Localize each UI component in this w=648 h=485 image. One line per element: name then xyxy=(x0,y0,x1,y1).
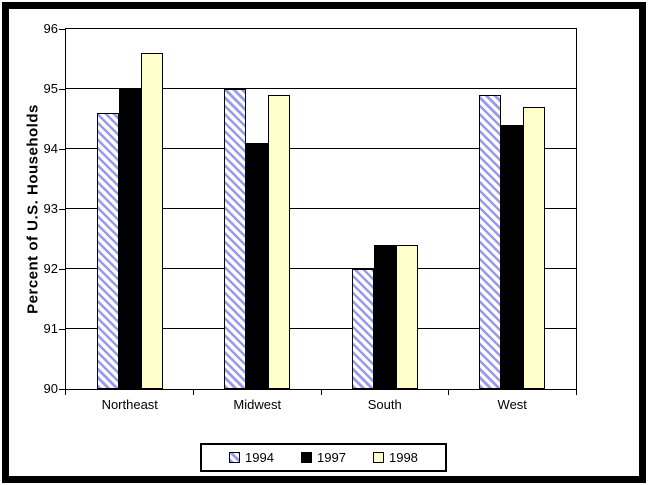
bar-south-1997 xyxy=(373,245,396,389)
x-axis-label-midwest: Midwest xyxy=(233,397,282,412)
legend: 1994 1997 1998 xyxy=(200,443,447,472)
x-axis-label-northeast: Northeast xyxy=(101,397,158,412)
gridline-y-95 xyxy=(66,88,576,89)
legend-swatch-1998 xyxy=(372,452,384,463)
y-tick-label-96: 96 xyxy=(43,21,58,36)
legend-label-1997: 1997 xyxy=(317,450,346,465)
gridline-y-91 xyxy=(66,328,576,329)
y-tick-label-92: 92 xyxy=(43,261,58,276)
gridline-y-93 xyxy=(66,208,576,209)
x-tick-mark xyxy=(448,390,449,395)
x-axis-label-west: West xyxy=(497,397,527,412)
y-tick-mark xyxy=(59,209,65,210)
y-tick-mark xyxy=(59,329,65,330)
y-tick-label-95: 95 xyxy=(43,81,58,96)
legend-swatch-1994 xyxy=(229,452,241,463)
bar-midwest-1994 xyxy=(224,89,247,389)
bar-northeast-1997 xyxy=(118,89,141,389)
x-axis-label-south: South xyxy=(367,397,402,412)
y-tick-label-90: 90 xyxy=(43,381,58,396)
legend-label-1994: 1994 xyxy=(245,450,274,465)
x-tick-mark xyxy=(193,390,194,395)
plot-area xyxy=(65,28,577,390)
bar-northeast-1998 xyxy=(140,53,163,389)
y-tick-label-91: 91 xyxy=(43,321,58,336)
legend-item-1998: 1998 xyxy=(372,450,418,465)
legend-item-1997: 1997 xyxy=(301,450,346,465)
x-tick-mark xyxy=(65,390,66,395)
bar-west-1994 xyxy=(479,95,502,389)
bar-south-1998 xyxy=(395,245,418,389)
y-tick-label-94: 94 xyxy=(43,141,58,156)
x-tick-mark xyxy=(576,390,577,395)
bar-south-1994 xyxy=(351,269,374,389)
legend-item-1994: 1994 xyxy=(229,450,274,465)
gridline-y-92 xyxy=(66,268,576,269)
y-tick-mark xyxy=(59,29,65,30)
bar-midwest-1998 xyxy=(268,95,291,389)
y-tick-mark xyxy=(59,389,65,390)
y-tick-mark xyxy=(59,269,65,270)
x-tick-mark xyxy=(321,390,322,395)
y-tick-mark xyxy=(59,149,65,150)
legend-label-1998: 1998 xyxy=(388,450,418,465)
legend-swatch-1997 xyxy=(301,452,313,463)
bar-west-1997 xyxy=(501,125,524,389)
y-tick-label-93: 93 xyxy=(43,201,58,216)
bar-west-1998 xyxy=(523,107,546,389)
y-tick-mark xyxy=(59,89,65,90)
gridline-y-94 xyxy=(66,148,576,149)
bar-midwest-1997 xyxy=(246,143,269,389)
bar-northeast-1994 xyxy=(96,113,119,389)
